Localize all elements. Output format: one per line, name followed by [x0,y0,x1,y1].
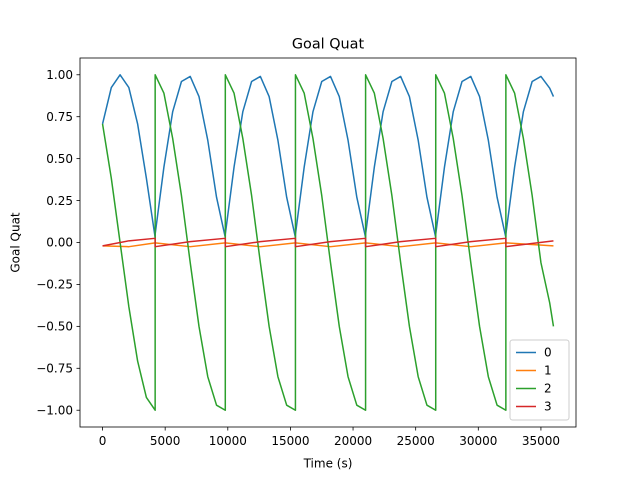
legend-label-1: 1 [544,364,552,378]
x-tick-label: 30000 [459,434,497,448]
legend-label-2: 2 [544,382,552,396]
x-axis: 0 5000 10000 15000 20000 25000 30000 35000 [99,427,560,448]
x-tick-label: 25000 [397,434,435,448]
y-tick-label: −0.25 [36,278,73,292]
y-tick-label: −0.75 [36,361,73,375]
y-tick-label: 1.00 [46,68,73,82]
series-line-0 [101,74,555,239]
x-tick-label: 5000 [150,434,181,448]
x-tick-label: 20000 [334,434,372,448]
legend-label-0: 0 [544,346,552,360]
plot-area [101,74,555,411]
y-axis: −1.00 −0.75 −0.50 −0.25 0.00 0.25 0.50 0.75 1.00 [36,68,80,417]
x-tick-label: 15000 [271,434,309,448]
legend-label-3: 3 [544,400,552,414]
y-axis-title: Goal Quat [9,212,23,273]
y-tick-label: −1.00 [36,403,73,417]
x-tick-label: 35000 [522,434,560,448]
x-axis-title: Time (s) [303,457,353,471]
x-tick-label: 0 [99,434,107,448]
legend: 0 1 2 3 [509,339,570,421]
series-line-2 [101,74,555,411]
chart-title: Goal Quat [292,37,365,53]
y-tick-label: 0.50 [46,152,73,166]
y-tick-label: 0.00 [46,236,73,250]
series-line-3 [102,237,554,248]
y-tick-label: 0.25 [46,194,73,208]
y-tick-label: −0.50 [36,320,73,334]
x-tick-label: 10000 [209,434,247,448]
y-tick-label: 0.75 [46,110,73,124]
legend-box [509,339,570,421]
